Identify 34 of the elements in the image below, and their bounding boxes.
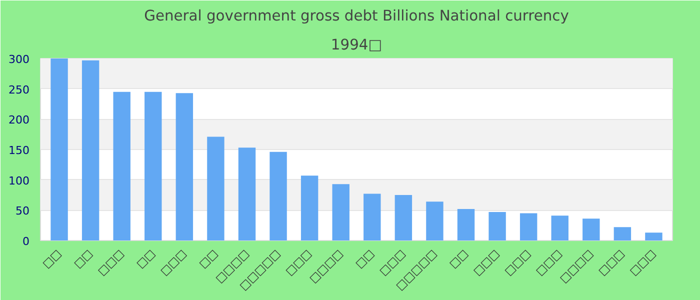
bar [144, 92, 162, 240]
x-tick-label: □□ [446, 246, 471, 271]
chart-subtitle: 1994□ [330, 36, 382, 54]
bar [614, 227, 632, 240]
y-tick-label: 300 [8, 53, 30, 66]
bar [551, 216, 568, 240]
bar [82, 60, 100, 240]
x-tick-label: □□ [40, 246, 64, 271]
bar [332, 184, 350, 240]
y-tick-label: 0 [22, 235, 30, 248]
x-tick-label: □□ [134, 246, 158, 271]
x-tick-label: □□ [352, 246, 377, 271]
bar [520, 213, 538, 240]
x-tick-label: □□ [71, 246, 96, 271]
bar [457, 208, 475, 240]
bar [645, 232, 662, 240]
bar [488, 212, 506, 240]
bar [394, 195, 412, 240]
y-tick-label: 150 [8, 144, 30, 157]
bar [176, 93, 194, 240]
bar [50, 58, 68, 240]
bar [426, 202, 444, 240]
bar [582, 218, 600, 240]
y-tick-label: 200 [8, 114, 30, 127]
y-tick-label: 250 [8, 83, 30, 96]
bar [238, 148, 256, 240]
bar [300, 176, 318, 240]
y-tick-label: 100 [8, 174, 30, 188]
bar [207, 136, 224, 240]
bar [113, 92, 130, 240]
chart-title: General government gross debt Billions National currency [144, 8, 570, 24]
y-tick-label: 50 [16, 204, 30, 218]
bar [364, 194, 381, 240]
bar [270, 152, 287, 240]
